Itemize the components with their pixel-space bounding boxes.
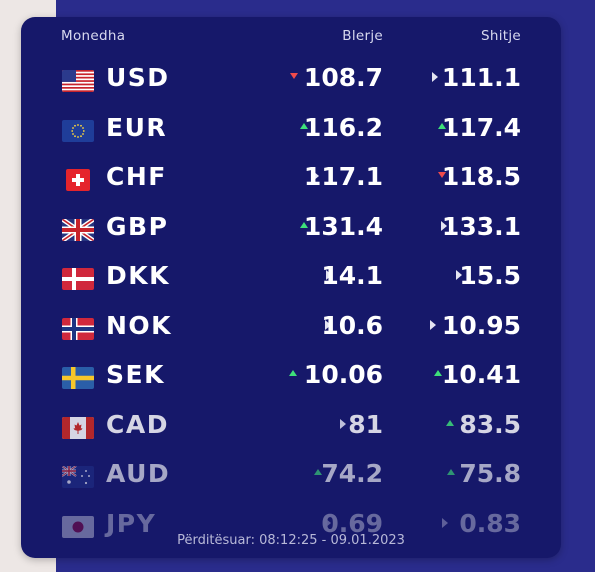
rate-row-usd: USD 108.7 111.1 bbox=[21, 57, 561, 107]
sell-value: 83.5 bbox=[459, 409, 521, 439]
sell-trend-same-icon bbox=[456, 270, 462, 280]
buy-trend-same-icon bbox=[326, 270, 332, 280]
gb-flag-icon bbox=[62, 218, 94, 241]
sell-trend-up-icon bbox=[438, 122, 446, 129]
buy-value: 116.2 bbox=[303, 112, 383, 142]
sell-value: 133.1 bbox=[441, 211, 521, 241]
currency-code: JPY bbox=[106, 508, 157, 538]
sell-value: 75.8 bbox=[459, 459, 521, 488]
rate-row-chf: CHF 117.1 118.5 bbox=[21, 156, 561, 206]
rates-list: USD 108.7 111.1 EUR 116.2 117.4 CHF 117.… bbox=[21, 57, 561, 552]
buy-value: 108.7 bbox=[303, 63, 383, 92]
sell-trend-same-icon bbox=[441, 220, 447, 231]
rate-row-nok: NOK 10.6 10.95 bbox=[21, 305, 561, 355]
buy-trend-same-icon bbox=[313, 171, 319, 181]
currency-code: AUD bbox=[106, 459, 171, 488]
buy-value: 10.6 bbox=[321, 310, 383, 340]
currency-code: EUR bbox=[106, 112, 168, 142]
header-buy: Blerje bbox=[342, 28, 383, 44]
rate-row-cad: CAD 81 83.5 bbox=[21, 404, 561, 454]
us-flag-icon bbox=[62, 70, 94, 92]
table-header: Monedha Blerje Shitje bbox=[21, 28, 561, 50]
sell-trend-same-icon bbox=[442, 517, 448, 528]
rate-row-gbp: GBP 131.4 133.1 bbox=[21, 206, 561, 256]
buy-trend-same-icon bbox=[325, 319, 331, 330]
buy-trend-up-icon bbox=[300, 122, 308, 129]
ch-flag-icon bbox=[66, 169, 90, 191]
rate-row-dkk: DKK 14.1 15.5 bbox=[21, 255, 561, 305]
buy-value: 81 bbox=[348, 409, 383, 439]
currency-code: DKK bbox=[106, 261, 170, 290]
buy-value: 131.4 bbox=[303, 211, 383, 241]
currency-code: CHF bbox=[106, 162, 167, 191]
buy-trend-up-icon bbox=[300, 221, 308, 228]
sell-value: 15.5 bbox=[459, 261, 521, 290]
buy-value: 14.1 bbox=[321, 261, 383, 290]
header-currency: Monedha bbox=[61, 28, 126, 44]
sell-trend-down-icon bbox=[438, 172, 446, 178]
sell-value: 111.1 bbox=[441, 63, 521, 92]
buy-value: 74.2 bbox=[321, 459, 383, 488]
sell-value: 117.4 bbox=[441, 112, 521, 142]
buy-value: 10.06 bbox=[303, 360, 383, 389]
header-sell: Shitje bbox=[480, 28, 521, 44]
rate-row-jpy: JPY 0.69 0.83 bbox=[21, 503, 561, 553]
sell-trend-up-icon bbox=[446, 419, 454, 426]
buy-trend-same-icon bbox=[340, 418, 346, 429]
sell-value: 0.83 bbox=[459, 508, 521, 538]
dk-flag-icon bbox=[62, 268, 94, 290]
exchange-rate-card: Monedha Blerje Shitje USD 108.7 111.1 EU… bbox=[21, 17, 561, 558]
buy-trend-same-icon bbox=[325, 517, 331, 528]
se-flag-icon bbox=[62, 367, 94, 389]
sell-value: 118.5 bbox=[441, 162, 521, 191]
no-flag-icon bbox=[62, 317, 94, 340]
currency-code: GBP bbox=[106, 211, 169, 241]
buy-trend-up-icon bbox=[289, 370, 297, 376]
ca-flag-icon bbox=[62, 416, 94, 439]
buy-value: 117.1 bbox=[303, 162, 383, 191]
buy-trend-down-icon bbox=[290, 73, 298, 79]
last-updated-text: Përditësuar: 08:12:25 - 09.01.2023 bbox=[177, 533, 405, 548]
rate-row-sek: SEK 10.06 10.41 bbox=[21, 354, 561, 404]
sell-trend-up-icon bbox=[434, 370, 442, 376]
au-flag-icon bbox=[62, 466, 94, 488]
rate-row-aud: AUD 74.2 75.8 bbox=[21, 453, 561, 503]
currency-code: NOK bbox=[106, 310, 173, 340]
buy-trend-up-icon bbox=[314, 469, 322, 475]
sell-trend-same-icon bbox=[432, 72, 438, 82]
rate-row-eur: EUR 116.2 117.4 bbox=[21, 107, 561, 157]
buy-value: 0.69 bbox=[321, 508, 383, 538]
currency-code: SEK bbox=[106, 360, 165, 389]
sell-trend-same-icon bbox=[430, 319, 436, 330]
sell-value: 10.41 bbox=[441, 360, 521, 389]
currency-code: CAD bbox=[106, 409, 169, 439]
jp-flag-icon bbox=[62, 515, 94, 538]
currency-code: USD bbox=[106, 63, 170, 92]
sell-trend-up-icon bbox=[447, 469, 455, 475]
eu-flag-icon bbox=[62, 119, 94, 142]
sell-value: 10.95 bbox=[441, 310, 521, 340]
